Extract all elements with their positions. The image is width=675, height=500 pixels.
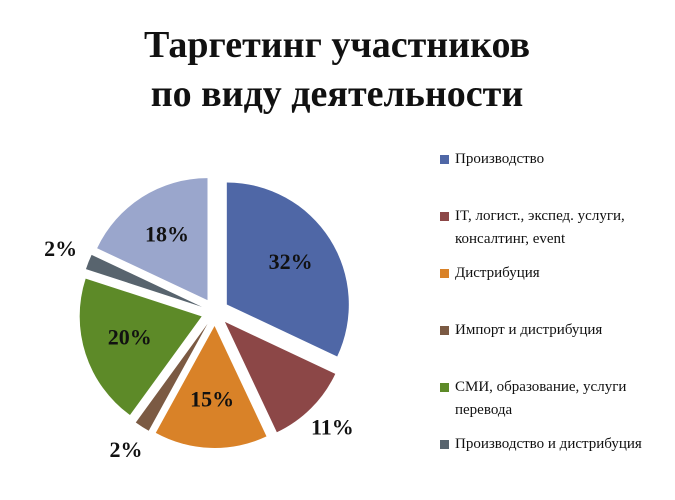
legend-swatch [440, 326, 449, 335]
value-label: 18% [145, 221, 189, 246]
legend-item: Дистрибуция [440, 262, 665, 319]
value-label: 15% [190, 387, 234, 412]
legend-swatch [440, 212, 449, 221]
value-label: 2% [110, 437, 143, 462]
pie-slice [85, 254, 202, 307]
legend-item: Производство [440, 148, 665, 205]
legend-label: Производство и дистрибуция [455, 436, 642, 452]
legend-label: IT, логист., экспед. услуги, консалтинг,… [455, 208, 625, 247]
legend-item: СМИ, образование, услуги перевода [440, 376, 665, 433]
value-label: 32% [269, 249, 313, 274]
legend-swatch [440, 269, 449, 278]
pie-slice [79, 278, 202, 416]
value-label: 11% [311, 414, 354, 439]
legend-item: Производство и дистрибуция [440, 433, 665, 490]
pie-slice [97, 178, 208, 301]
legend-item: IT, логист., экспед. услуги, консалтинг,… [440, 205, 665, 262]
legend-swatch [440, 155, 449, 164]
legend-label: Дистрибуция [455, 265, 540, 281]
pie-slice [135, 323, 208, 431]
legend-item: Импорт и дистрибуция [440, 319, 665, 376]
pie-slice [155, 325, 267, 448]
chart-title: по виду деятельности [151, 73, 523, 115]
legend: Производство IT, логист., экспед. услуги,… [440, 148, 665, 490]
value-label: 2% [44, 236, 77, 261]
pie-slice [226, 182, 349, 357]
legend-label: Производство [455, 151, 545, 167]
legend-swatch [440, 440, 449, 449]
legend-label: СМИ, образование, услуги перевода [455, 379, 627, 418]
chart-title: Таргетинг участников [144, 24, 530, 66]
value-label: 20% [108, 325, 152, 350]
legend-swatch [440, 383, 449, 392]
legend-label: Импорт и дистрибуция [455, 322, 603, 338]
pie-slice [224, 321, 336, 433]
